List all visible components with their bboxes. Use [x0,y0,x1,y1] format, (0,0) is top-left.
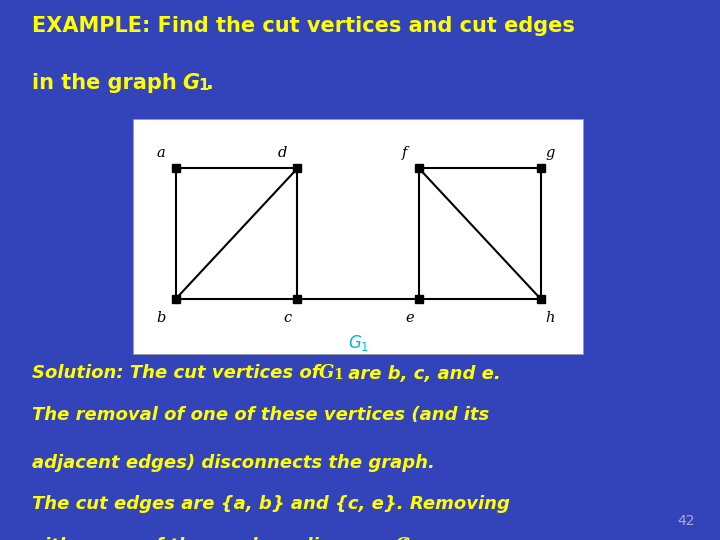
Text: either one of these edges disconnects: either one of these edges disconnects [32,537,427,540]
Text: .: . [416,537,423,540]
Text: $G_1$: $G_1$ [348,333,369,353]
Text: .: . [206,73,214,93]
Text: a: a [157,146,166,160]
Text: 1: 1 [333,368,343,382]
Text: G: G [182,73,199,93]
Text: The cut edges are {a, b} and {c, e}. Removing: The cut edges are {a, b} and {c, e}. Rem… [32,496,510,514]
Text: are b, c, and e.: are b, c, and e. [342,364,500,382]
Text: EXAMPLE: Find the cut vertices and cut edges: EXAMPLE: Find the cut vertices and cut e… [32,16,575,36]
Text: 42: 42 [678,514,695,528]
Text: d: d [278,146,287,160]
Text: adjacent edges) disconnects the graph.: adjacent edges) disconnects the graph. [32,454,436,472]
Text: The removal of one of these vertices (and its: The removal of one of these vertices (an… [32,406,490,424]
Text: G: G [319,364,334,382]
Text: g: g [546,146,555,160]
Text: f: f [402,146,407,160]
Text: e: e [405,312,413,326]
Text: h: h [546,312,555,326]
Text: Solution: The cut vertices of: Solution: The cut vertices of [32,364,326,382]
Text: in the graph: in the graph [32,73,184,93]
FancyBboxPatch shape [133,119,583,354]
Text: c: c [284,312,292,326]
Text: 1: 1 [198,78,209,93]
Text: b: b [156,312,166,326]
Text: G: G [395,537,410,540]
